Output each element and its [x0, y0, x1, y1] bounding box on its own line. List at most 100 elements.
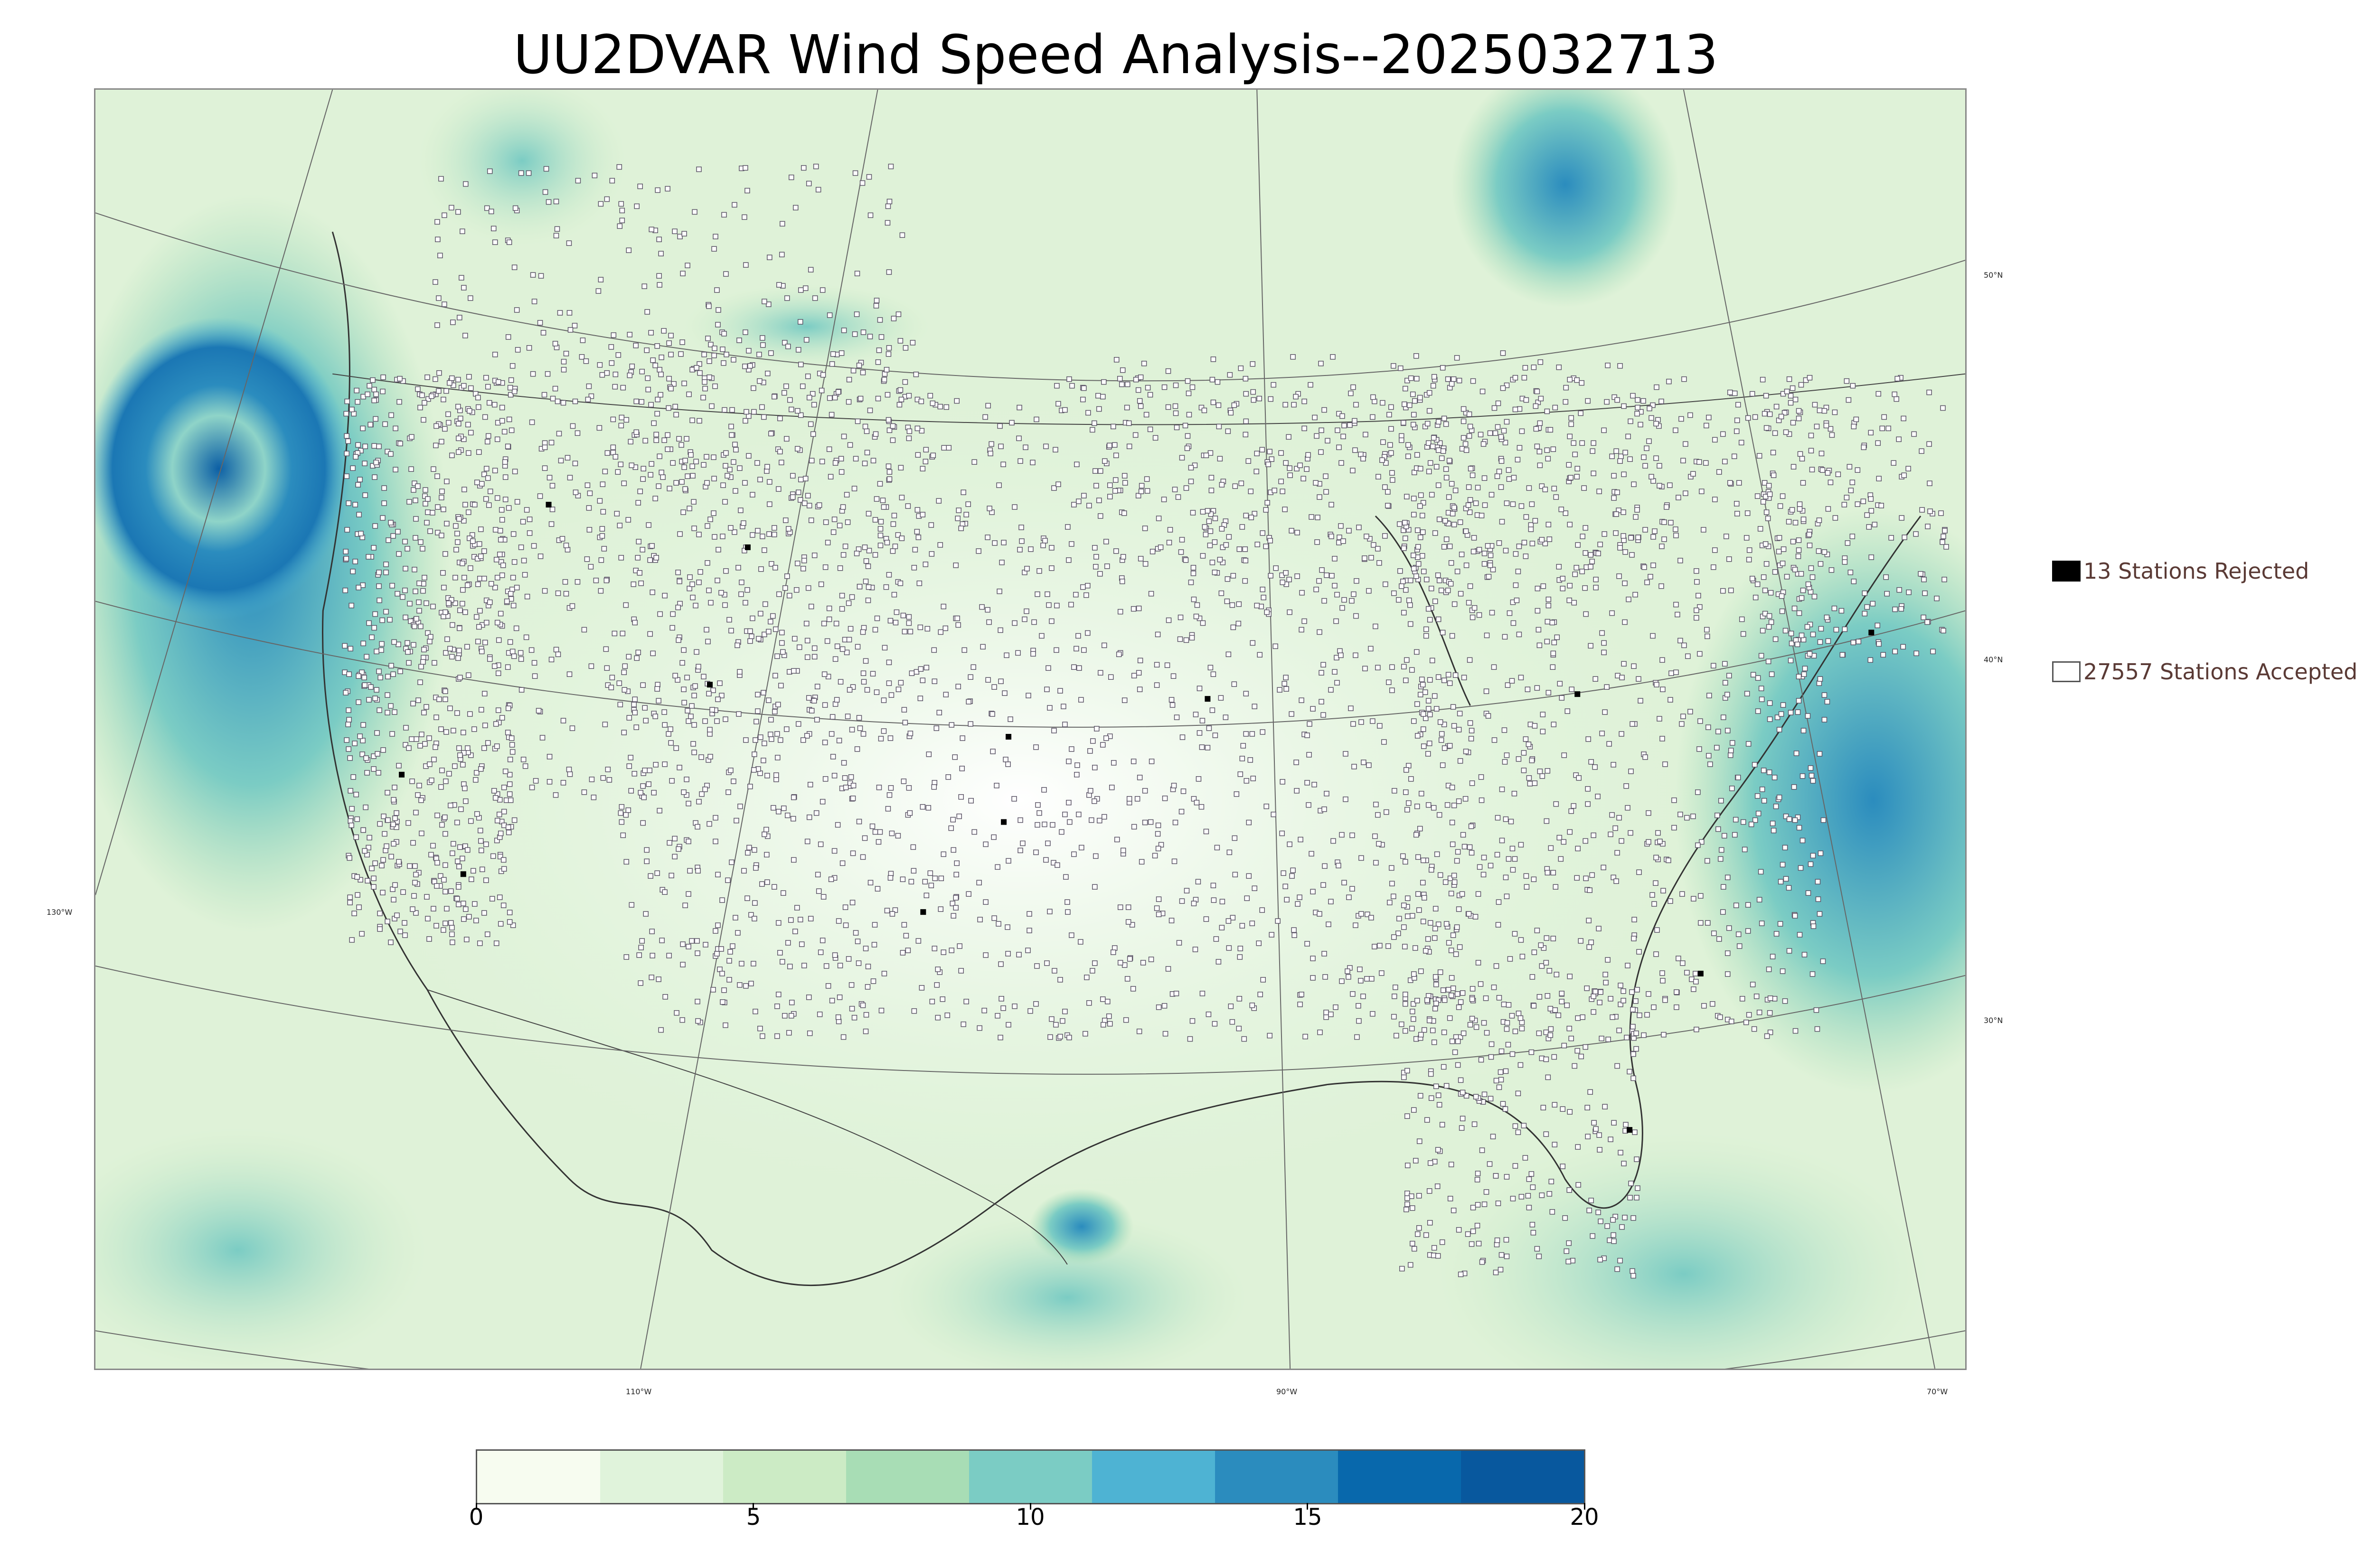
station-marker [1437, 719, 1443, 725]
station-marker [1139, 483, 1145, 488]
station-marker [1447, 544, 1453, 549]
station-marker [591, 794, 597, 800]
station-marker [502, 497, 509, 502]
station-marker [1673, 533, 1679, 538]
station-marker [1566, 1025, 1573, 1032]
station-marker [1051, 728, 1057, 733]
station-marker [1281, 870, 1286, 876]
station-marker [407, 863, 413, 869]
station-marker [829, 731, 835, 737]
station-marker [1383, 581, 1388, 587]
station-marker [737, 803, 743, 809]
station-marker [416, 782, 422, 789]
station-marker [1339, 978, 1345, 984]
station-marker [1293, 394, 1299, 400]
station-marker [1445, 521, 1451, 526]
station-marker [1807, 543, 1813, 548]
station-marker [889, 911, 895, 917]
station-marker [1605, 362, 1611, 368]
station-marker [385, 789, 390, 796]
station-marker [829, 997, 835, 1004]
station-marker [1194, 602, 1200, 608]
station-marker [753, 865, 759, 871]
station-marker [1673, 526, 1678, 532]
station-marker [1193, 712, 1199, 717]
station-marker [409, 779, 415, 784]
station-marker [1684, 970, 1690, 976]
station-marker [876, 839, 882, 845]
station-marker [794, 587, 800, 593]
station-marker [638, 580, 644, 586]
station-marker [638, 789, 643, 796]
station-marker [1036, 810, 1042, 816]
station-marker [1790, 539, 1796, 545]
station-marker [1431, 374, 1437, 380]
station-marker [1158, 545, 1164, 550]
station-marker [1062, 1008, 1068, 1014]
station-marker [650, 650, 656, 657]
station-marker [484, 620, 490, 626]
station-marker [693, 459, 699, 464]
station-marker [872, 829, 878, 835]
station-marker [1544, 447, 1550, 453]
station-marker [355, 482, 361, 488]
station-marker [406, 499, 412, 505]
station-marker [1567, 1109, 1573, 1115]
station-marker [1135, 493, 1141, 498]
station-marker [932, 875, 938, 882]
station-marker [1454, 991, 1460, 997]
station-marker [886, 345, 892, 351]
station-marker [358, 877, 363, 883]
station-marker [1237, 954, 1243, 960]
station-marker [1752, 817, 1758, 823]
station-marker [1435, 419, 1441, 425]
station-marker [1720, 588, 1726, 594]
station-marker [1500, 385, 1506, 391]
station-marker [788, 917, 794, 923]
station-marker [1674, 1004, 1679, 1010]
station-marker [380, 857, 386, 863]
station-marker [1432, 935, 1438, 941]
station-marker [821, 620, 827, 627]
station-marker [1353, 613, 1359, 619]
station-marker [1906, 589, 1912, 595]
station-marker [710, 987, 716, 993]
station-marker [706, 303, 712, 309]
station-marker [1373, 801, 1379, 807]
station-marker [983, 841, 989, 847]
station-marker [1410, 1008, 1415, 1014]
station-marker [815, 872, 821, 878]
station-marker [1358, 978, 1364, 984]
station-marker [1126, 420, 1132, 426]
station-marker [832, 656, 838, 662]
station-marker [774, 653, 780, 659]
station-marker [1350, 468, 1356, 473]
station-marker [1642, 527, 1648, 533]
station-marker [695, 950, 700, 956]
station-marker [1272, 643, 1278, 649]
station-marker [1795, 554, 1801, 559]
station-marker [1735, 931, 1742, 937]
station-marker [1644, 445, 1649, 451]
station-marker [840, 504, 846, 510]
station-marker [391, 639, 397, 645]
station-marker [702, 385, 708, 392]
station-marker [1691, 896, 1696, 901]
station-marker [1623, 1122, 1629, 1127]
station-marker [779, 629, 785, 636]
station-marker [1406, 800, 1412, 806]
station-marker [932, 946, 938, 951]
colorbar-segment [477, 1451, 601, 1503]
station-marker [1673, 669, 1679, 676]
station-marker [1090, 968, 1095, 974]
station-marker [1034, 416, 1039, 423]
station-marker [857, 395, 864, 402]
station-marker [355, 399, 360, 405]
station-marker [1735, 402, 1741, 408]
map-canvas [95, 90, 1965, 1369]
station-marker [1435, 616, 1441, 622]
station-marker [456, 449, 462, 455]
station-marker [357, 733, 363, 739]
station-marker [1892, 391, 1897, 397]
station-marker [1550, 446, 1556, 452]
